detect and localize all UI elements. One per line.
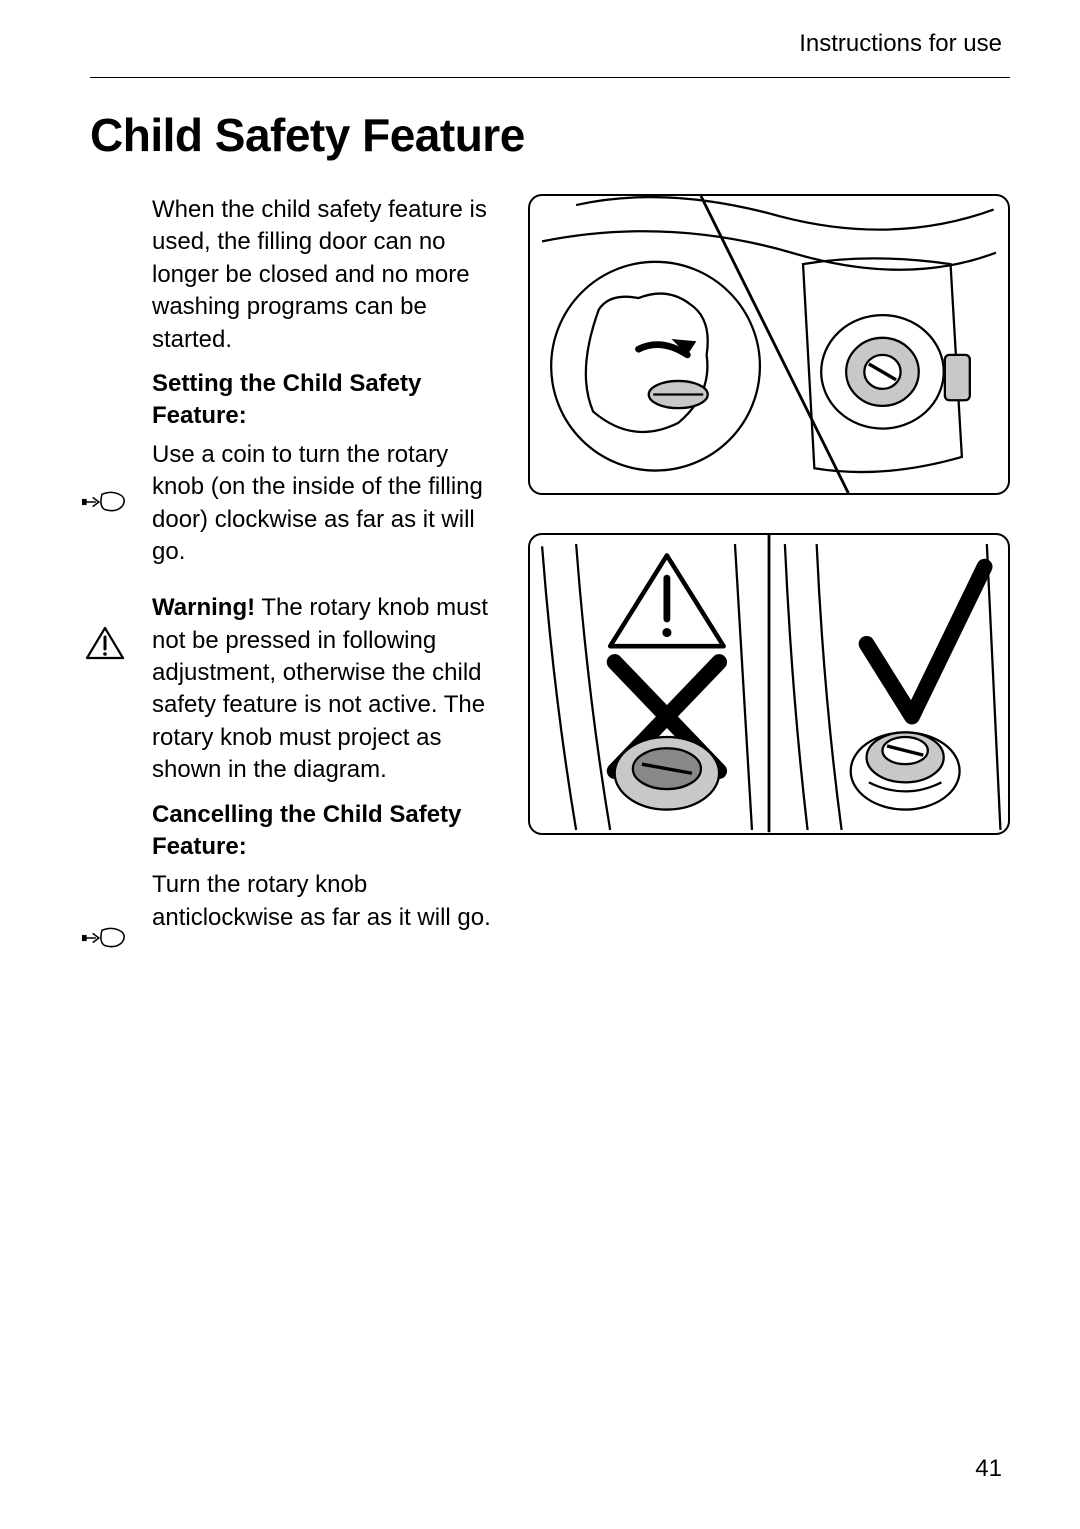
page-header: Instructions for use bbox=[90, 30, 1010, 78]
hand-pointer-icon bbox=[82, 484, 128, 520]
cancelling-instruction-block: Turn the rotary knob anticlockwise as fa… bbox=[152, 869, 500, 934]
illustration-column bbox=[528, 194, 1010, 938]
warning-block: Warning! The rotary knob must not be pre… bbox=[152, 592, 500, 863]
cancelling-heading: Cancelling the Child Safety Feature: bbox=[152, 799, 500, 864]
hand-pointer-icon bbox=[82, 920, 128, 956]
setting-instruction-block: Use a coin to turn the rotary knob (on t… bbox=[152, 439, 500, 569]
intro-paragraph: When the child safety feature is used, t… bbox=[152, 194, 500, 433]
warning-paragraph: Warning! The rotary knob must not be pre… bbox=[152, 592, 500, 786]
text-column: When the child safety feature is used, t… bbox=[90, 194, 500, 938]
manual-page: Instructions for use Child Safety Featur… bbox=[90, 30, 1010, 1489]
page-number: 41 bbox=[975, 1455, 1002, 1483]
coin-turn-knob-illustration bbox=[528, 194, 1010, 495]
warning-text: The rotary knob must not be pressed in f… bbox=[152, 594, 488, 783]
knob-position-illustration bbox=[528, 533, 1010, 834]
cancelling-instruction: Turn the rotary knob anticlockwise as fa… bbox=[152, 869, 500, 934]
setting-heading: Setting the Child Safety Feature: bbox=[152, 368, 500, 433]
intro-text: When the child safety feature is used, t… bbox=[152, 194, 500, 356]
main-title: Child Safety Feature bbox=[90, 108, 1010, 162]
header-section-label: Instructions for use bbox=[799, 30, 1002, 58]
setting-instruction: Use a coin to turn the rotary knob (on t… bbox=[152, 439, 500, 569]
warning-label: Warning! bbox=[152, 594, 255, 621]
content-row: When the child safety feature is used, t… bbox=[90, 194, 1010, 938]
warning-triangle-icon bbox=[82, 626, 128, 662]
